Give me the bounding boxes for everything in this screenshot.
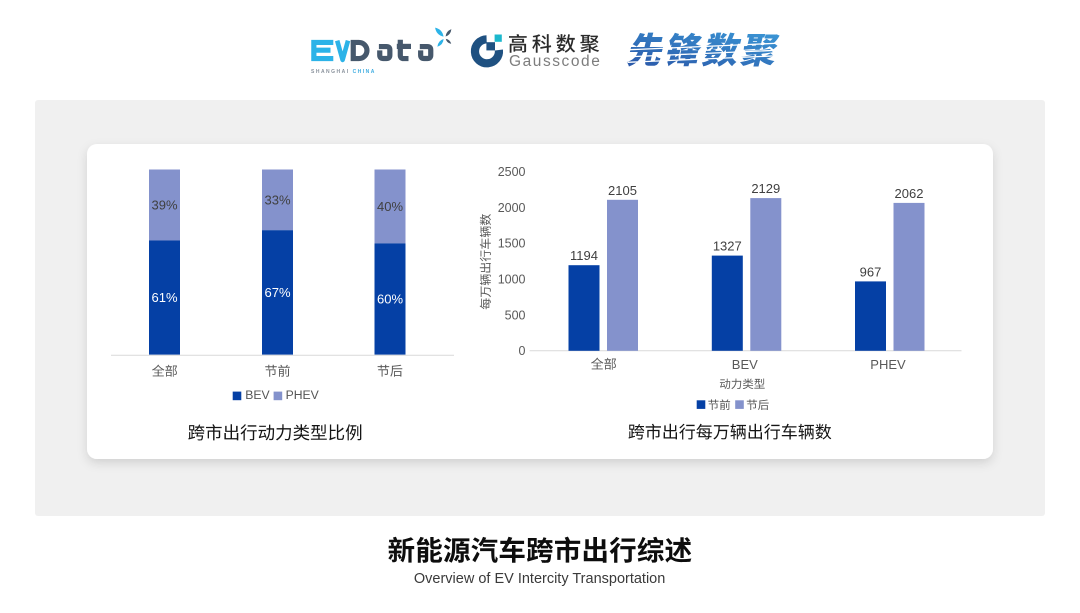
- svg-text:1500: 1500: [498, 237, 526, 251]
- svg-text:1194: 1194: [570, 248, 598, 263]
- svg-text:67%: 67%: [264, 285, 290, 300]
- svg-text:2105: 2105: [608, 183, 637, 198]
- svg-text:500: 500: [505, 308, 526, 322]
- svg-text:SHANGHAI CHINA: SHANGHAI CHINA: [311, 69, 376, 75]
- svg-text:2062: 2062: [895, 186, 924, 201]
- svg-text:BEV: BEV: [732, 357, 758, 372]
- svg-text:2129: 2129: [751, 181, 780, 196]
- svg-text:2000: 2000: [498, 201, 526, 215]
- svg-text:40%: 40%: [377, 199, 403, 214]
- svg-text:33%: 33%: [264, 192, 290, 207]
- svg-text:PHEV: PHEV: [870, 357, 906, 372]
- svg-text:967: 967: [860, 264, 882, 279]
- svg-text:39%: 39%: [151, 198, 177, 213]
- svg-text:Overview of EV Intercity Trans: Overview of EV Intercity Transportation: [414, 571, 665, 587]
- svg-text:BEV: BEV: [245, 388, 270, 402]
- svg-text:2500: 2500: [498, 165, 526, 179]
- svg-text:61%: 61%: [151, 290, 177, 305]
- svg-text:PHEV: PHEV: [286, 388, 320, 402]
- svg-text:0: 0: [519, 344, 526, 358]
- svg-text:Gausscode: Gausscode: [509, 53, 601, 70]
- svg-text:60%: 60%: [377, 292, 403, 307]
- svg-text:1327: 1327: [713, 239, 742, 254]
- svg-text:1000: 1000: [498, 273, 526, 287]
